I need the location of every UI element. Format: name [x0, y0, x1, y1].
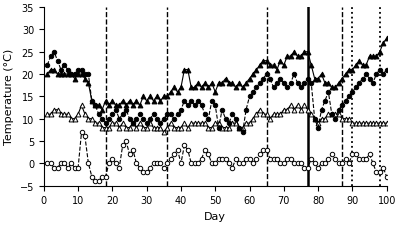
Y-axis label: Temperature (°C): Temperature (°C): [4, 49, 14, 145]
X-axis label: Day: Day: [204, 211, 226, 221]
